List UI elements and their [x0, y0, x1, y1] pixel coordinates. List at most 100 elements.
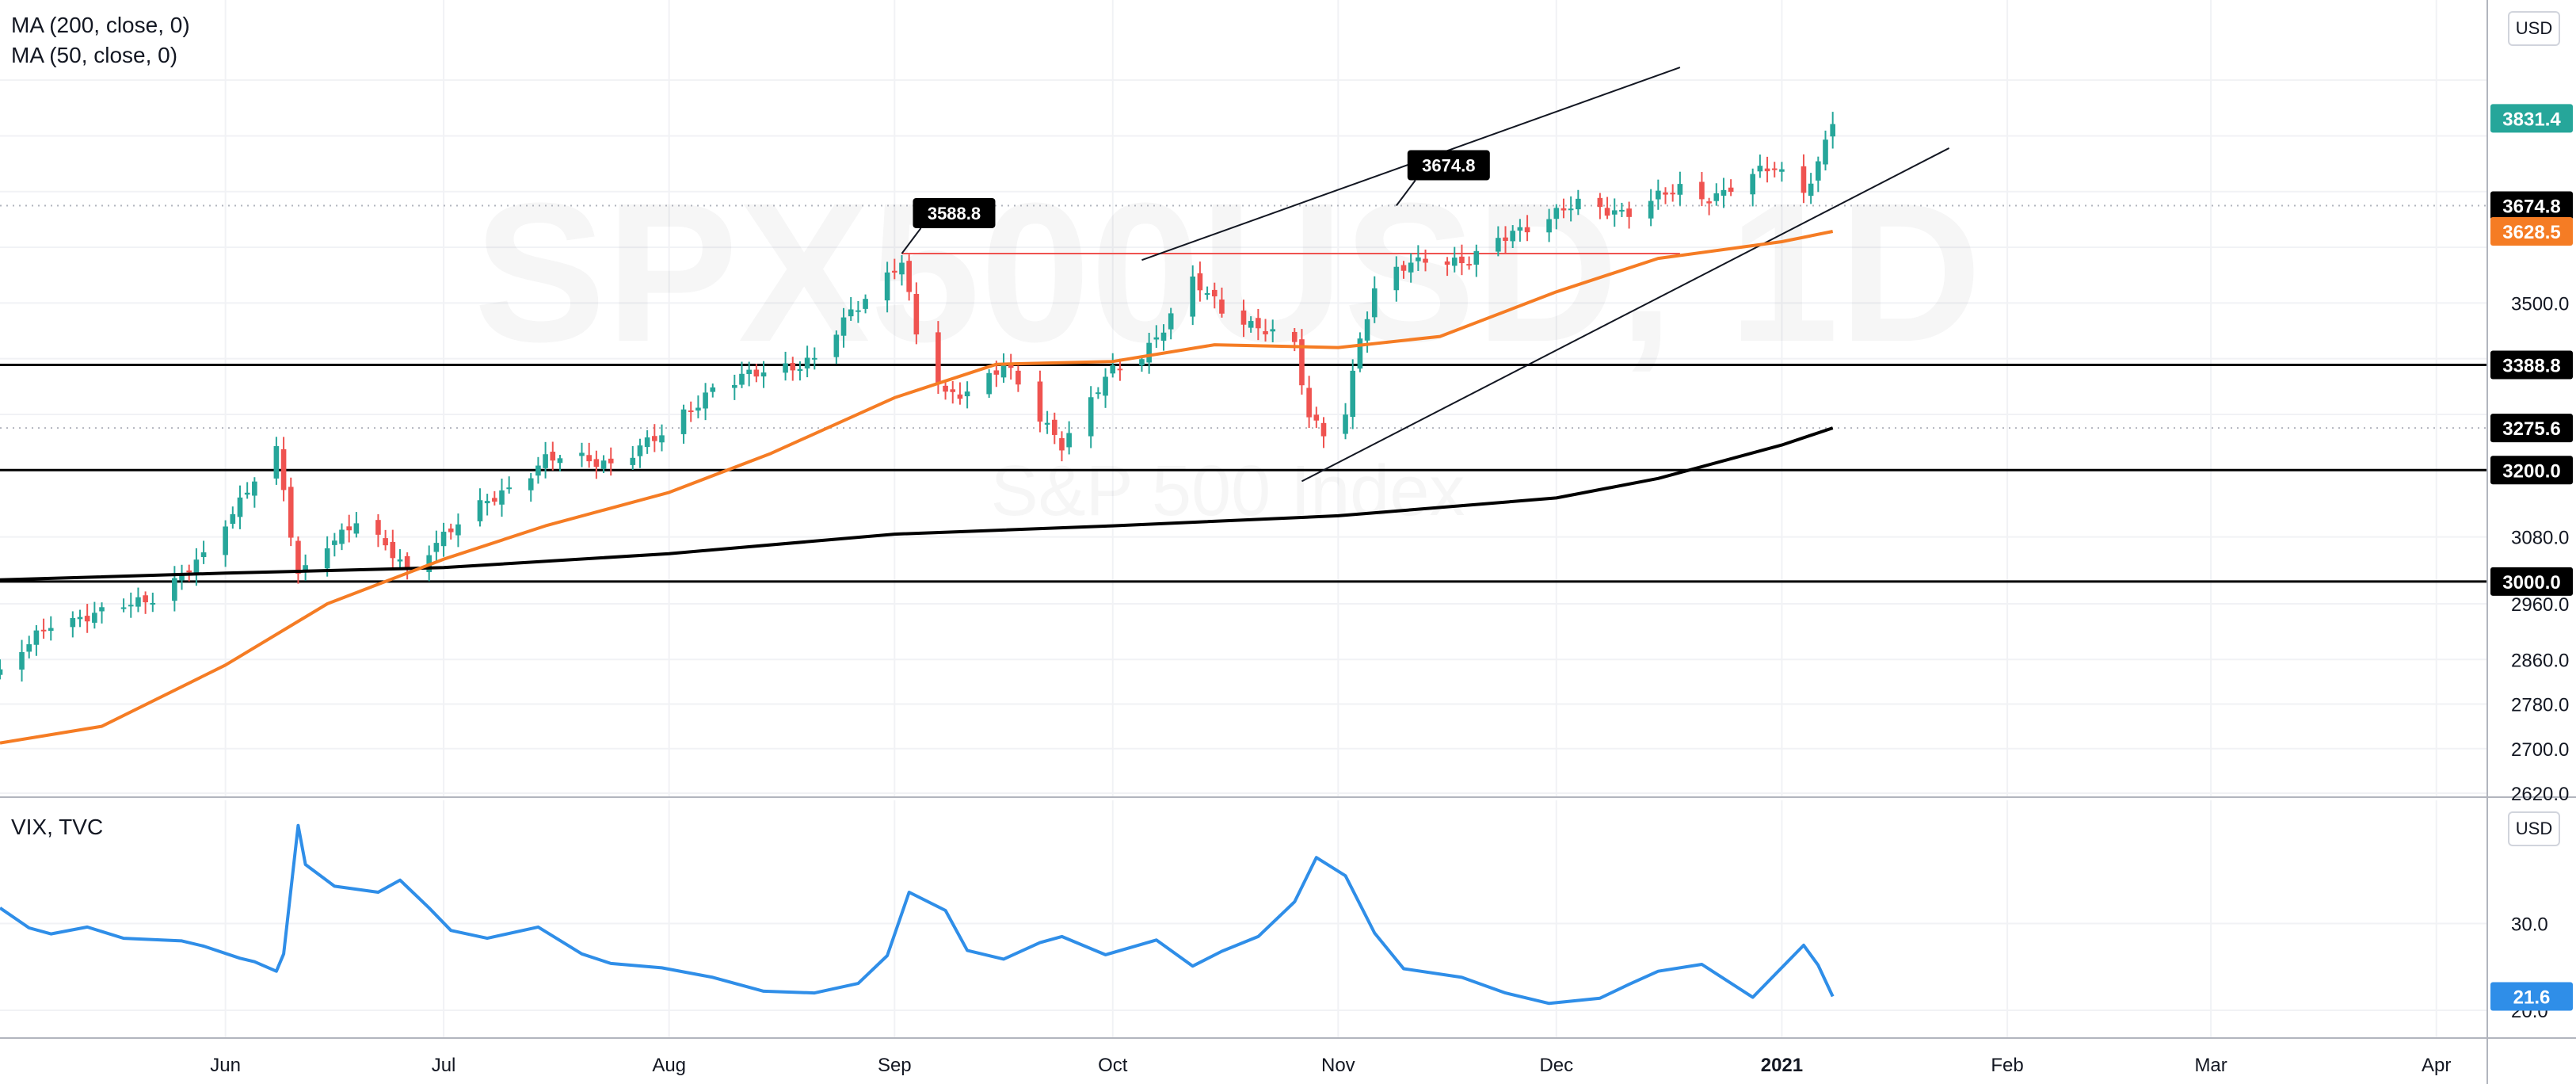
- candle: [193, 548, 200, 586]
- candle-body: [710, 387, 716, 392]
- candle-body: [739, 373, 745, 385]
- candle-body: [1240, 310, 1247, 325]
- candle: [150, 592, 156, 613]
- candle: [1830, 112, 1835, 149]
- candle: [353, 512, 360, 538]
- y-tick-label: 2700.0: [2511, 739, 2569, 761]
- candle-body: [1371, 288, 1378, 318]
- candle: [506, 476, 512, 494]
- candle-body: [1117, 368, 1123, 371]
- candle: [1270, 319, 1276, 342]
- candle: [1626, 201, 1632, 229]
- candle: [1393, 256, 1400, 302]
- candle: [33, 624, 40, 656]
- candle-body: [295, 540, 301, 574]
- candle-body: [40, 629, 47, 632]
- candle-body: [1320, 422, 1327, 437]
- candle: [143, 591, 148, 614]
- candle-body: [1626, 208, 1632, 217]
- candle-body: [1699, 181, 1705, 200]
- candle-body: [1656, 190, 1661, 200]
- price-axis-label[interactable]: 3628.5: [2490, 217, 2573, 246]
- price-axis-label[interactable]: 3200.0: [2490, 456, 2573, 485]
- candle: [1524, 215, 1530, 242]
- vix-line[interactable]: [0, 823, 1835, 1006]
- candle-body: [288, 487, 294, 538]
- candle: [135, 587, 141, 613]
- price-axis-label[interactable]: 3831.4: [2490, 104, 2573, 133]
- price-axis-label-bg: [2490, 567, 2573, 596]
- candle: [1721, 177, 1727, 208]
- candle-body: [1211, 289, 1218, 297]
- callout-label: 3674.8: [1422, 155, 1475, 175]
- candle-body: [1728, 187, 1734, 193]
- price-axis-label[interactable]: 3275.6: [2490, 414, 2573, 443]
- vix-currency-button[interactable]: USD: [2508, 811, 2560, 846]
- candle-body: [1400, 265, 1407, 271]
- vix-last-label-bg: [2490, 982, 2573, 1011]
- price-callout[interactable]: 3588.8: [901, 197, 996, 254]
- candle-body: [833, 334, 840, 357]
- candle: [943, 380, 948, 400]
- candle-body: [1750, 174, 1755, 195]
- candle: [608, 447, 614, 476]
- candle-body: [957, 394, 963, 399]
- x-tick-label: Jul: [432, 1055, 456, 1076]
- candle: [1263, 319, 1268, 342]
- candle: [710, 383, 716, 398]
- candle: [528, 472, 534, 502]
- candle: [288, 477, 294, 547]
- candle-body: [891, 270, 897, 273]
- candle-body: [1510, 231, 1516, 242]
- ma50-line[interactable]: [0, 230, 1834, 745]
- candle: [1656, 179, 1661, 210]
- ma200-legend[interactable]: MA (200, close, 0): [11, 13, 190, 37]
- candle: [1343, 403, 1348, 440]
- candle-body: [1343, 414, 1348, 434]
- candle: [1153, 325, 1160, 348]
- candle: [1117, 358, 1123, 381]
- ma200-line[interactable]: [0, 426, 1834, 582]
- candle-body: [1663, 192, 1668, 195]
- price-axis-label[interactable]: 3000.0: [2490, 567, 2573, 596]
- candle: [484, 494, 490, 516]
- candle-body: [172, 578, 177, 601]
- candle: [332, 532, 337, 557]
- candle-body: [993, 370, 1000, 375]
- trend-line[interactable]: [1301, 147, 1950, 483]
- candle: [688, 401, 694, 422]
- candle-body: [1103, 376, 1108, 396]
- currency-button[interactable]: USD: [2508, 11, 2560, 46]
- candle-body: [404, 555, 410, 569]
- candle-body: [77, 616, 83, 620]
- x-tick-label: Feb: [1991, 1055, 2023, 1076]
- price-axis-label-text: 3831.4: [2502, 109, 2561, 130]
- candle-body: [986, 372, 992, 395]
- price-callout[interactable]: 3674.8: [1396, 150, 1490, 207]
- price-axis-label[interactable]: 3388.8: [2490, 350, 2573, 380]
- candle-body: [280, 448, 287, 490]
- candle-body: [863, 299, 868, 309]
- vix-legend[interactable]: VIX, TVC: [11, 815, 104, 839]
- candle: [1059, 431, 1065, 462]
- candle: [128, 592, 134, 618]
- candle-body: [1299, 339, 1305, 386]
- candle: [1503, 226, 1508, 254]
- candle: [1568, 196, 1574, 222]
- candle: [1160, 324, 1167, 351]
- candle: [1670, 184, 1676, 202]
- candle: [703, 383, 708, 421]
- price-axis-label[interactable]: 3674.8: [2490, 191, 2573, 220]
- candle: [48, 616, 54, 641]
- candle-body: [550, 452, 556, 461]
- candle: [964, 381, 970, 409]
- candle: [1663, 187, 1668, 204]
- candle-body: [593, 459, 600, 468]
- vix-last-label[interactable]: 21.6: [2490, 982, 2573, 1011]
- candle: [586, 442, 592, 468]
- ma50-legend[interactable]: MA (50, close, 0): [11, 43, 178, 67]
- candle-body: [1611, 210, 1618, 215]
- candle: [477, 488, 483, 527]
- vix-pane: [0, 823, 1835, 1006]
